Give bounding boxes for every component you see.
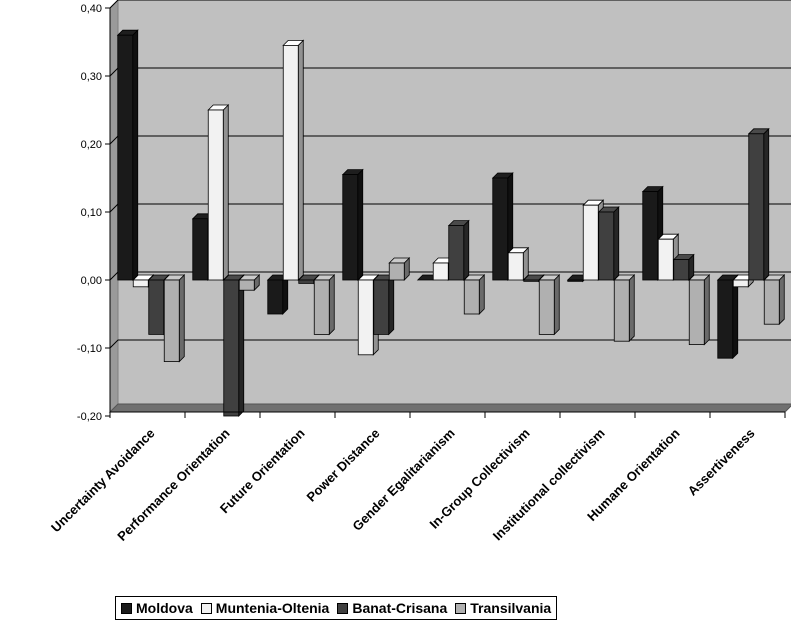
- category-label: Power Distance: [304, 426, 383, 505]
- bar: [388, 257, 411, 281]
- legend-item: Moldova: [121, 600, 193, 616]
- category-label: Assertiveness: [685, 426, 758, 499]
- bar: [763, 274, 786, 326]
- bar: [538, 274, 561, 336]
- legend-swatch: [455, 602, 467, 614]
- bars: [116, 29, 786, 417]
- bar-group: [266, 39, 336, 336]
- bar: [282, 39, 305, 281]
- legend-swatch: [200, 602, 212, 614]
- legend-label: Moldova: [136, 600, 193, 616]
- bar: [238, 274, 261, 292]
- bar: [672, 253, 695, 281]
- bar-group: [116, 29, 186, 363]
- bar-group: [566, 199, 636, 343]
- grid-line: [109, 339, 791, 349]
- legend-item: Banat-Crisana: [337, 600, 447, 616]
- bar: [463, 274, 486, 315]
- grid-line: [109, 0, 791, 9]
- bar-group: [416, 219, 486, 315]
- y-axis: 0,40 0,30 0,20 0,10 0,00 -0,10 -0,20: [77, 3, 111, 423]
- legend-swatch: [121, 602, 132, 614]
- bar-group: [191, 104, 261, 417]
- bar-group: [491, 172, 561, 336]
- y-tick-label: 0,10: [81, 207, 102, 219]
- bar: [116, 29, 139, 281]
- legend-item: Muntenia-Oltenia: [200, 600, 330, 616]
- bar: [313, 274, 336, 336]
- bar: [613, 274, 636, 343]
- category-label: Future Orientation: [217, 425, 308, 516]
- bar: [716, 274, 739, 360]
- bar: [341, 168, 364, 281]
- bar: [222, 274, 245, 417]
- bar: [657, 233, 680, 281]
- side-wall: [109, 0, 119, 414]
- bar: [163, 274, 186, 363]
- bar-chart: 0,40 0,30 0,20 0,10 0,00 -0,10 -0,20 Uncertain…: [48, 0, 791, 544]
- bar: [207, 104, 230, 281]
- bar-group: [716, 127, 786, 360]
- legend: Moldova Muntenia-Oltenia Banat-Crisana Tran…: [115, 596, 558, 620]
- legend-label: Muntenia-Oltenia: [215, 600, 330, 616]
- y-tick-label: 0,20: [81, 139, 102, 151]
- bar: [597, 206, 620, 281]
- x-axis: [109, 411, 786, 418]
- floor: [108, 403, 791, 413]
- y-tick-label: 0,40: [81, 3, 102, 15]
- legend-label: Transilvania: [470, 600, 552, 616]
- legend-item: Transilvania: [455, 600, 551, 616]
- bar: [747, 127, 770, 281]
- y-tick-label: 0,00: [81, 275, 102, 287]
- legend-swatch: [337, 602, 349, 614]
- y-tick-label: -0,10: [77, 343, 102, 355]
- y-tick-label: -0,20: [77, 411, 102, 423]
- bar: [266, 274, 289, 315]
- bar-group: [641, 185, 711, 346]
- legend-label: Banat-Crisana: [352, 600, 448, 616]
- bar: [447, 219, 470, 281]
- bar: [372, 274, 395, 336]
- y-tick-label: 0,30: [81, 71, 102, 83]
- bar: [688, 274, 711, 346]
- bar: [507, 246, 530, 281]
- bar-group: [341, 168, 411, 356]
